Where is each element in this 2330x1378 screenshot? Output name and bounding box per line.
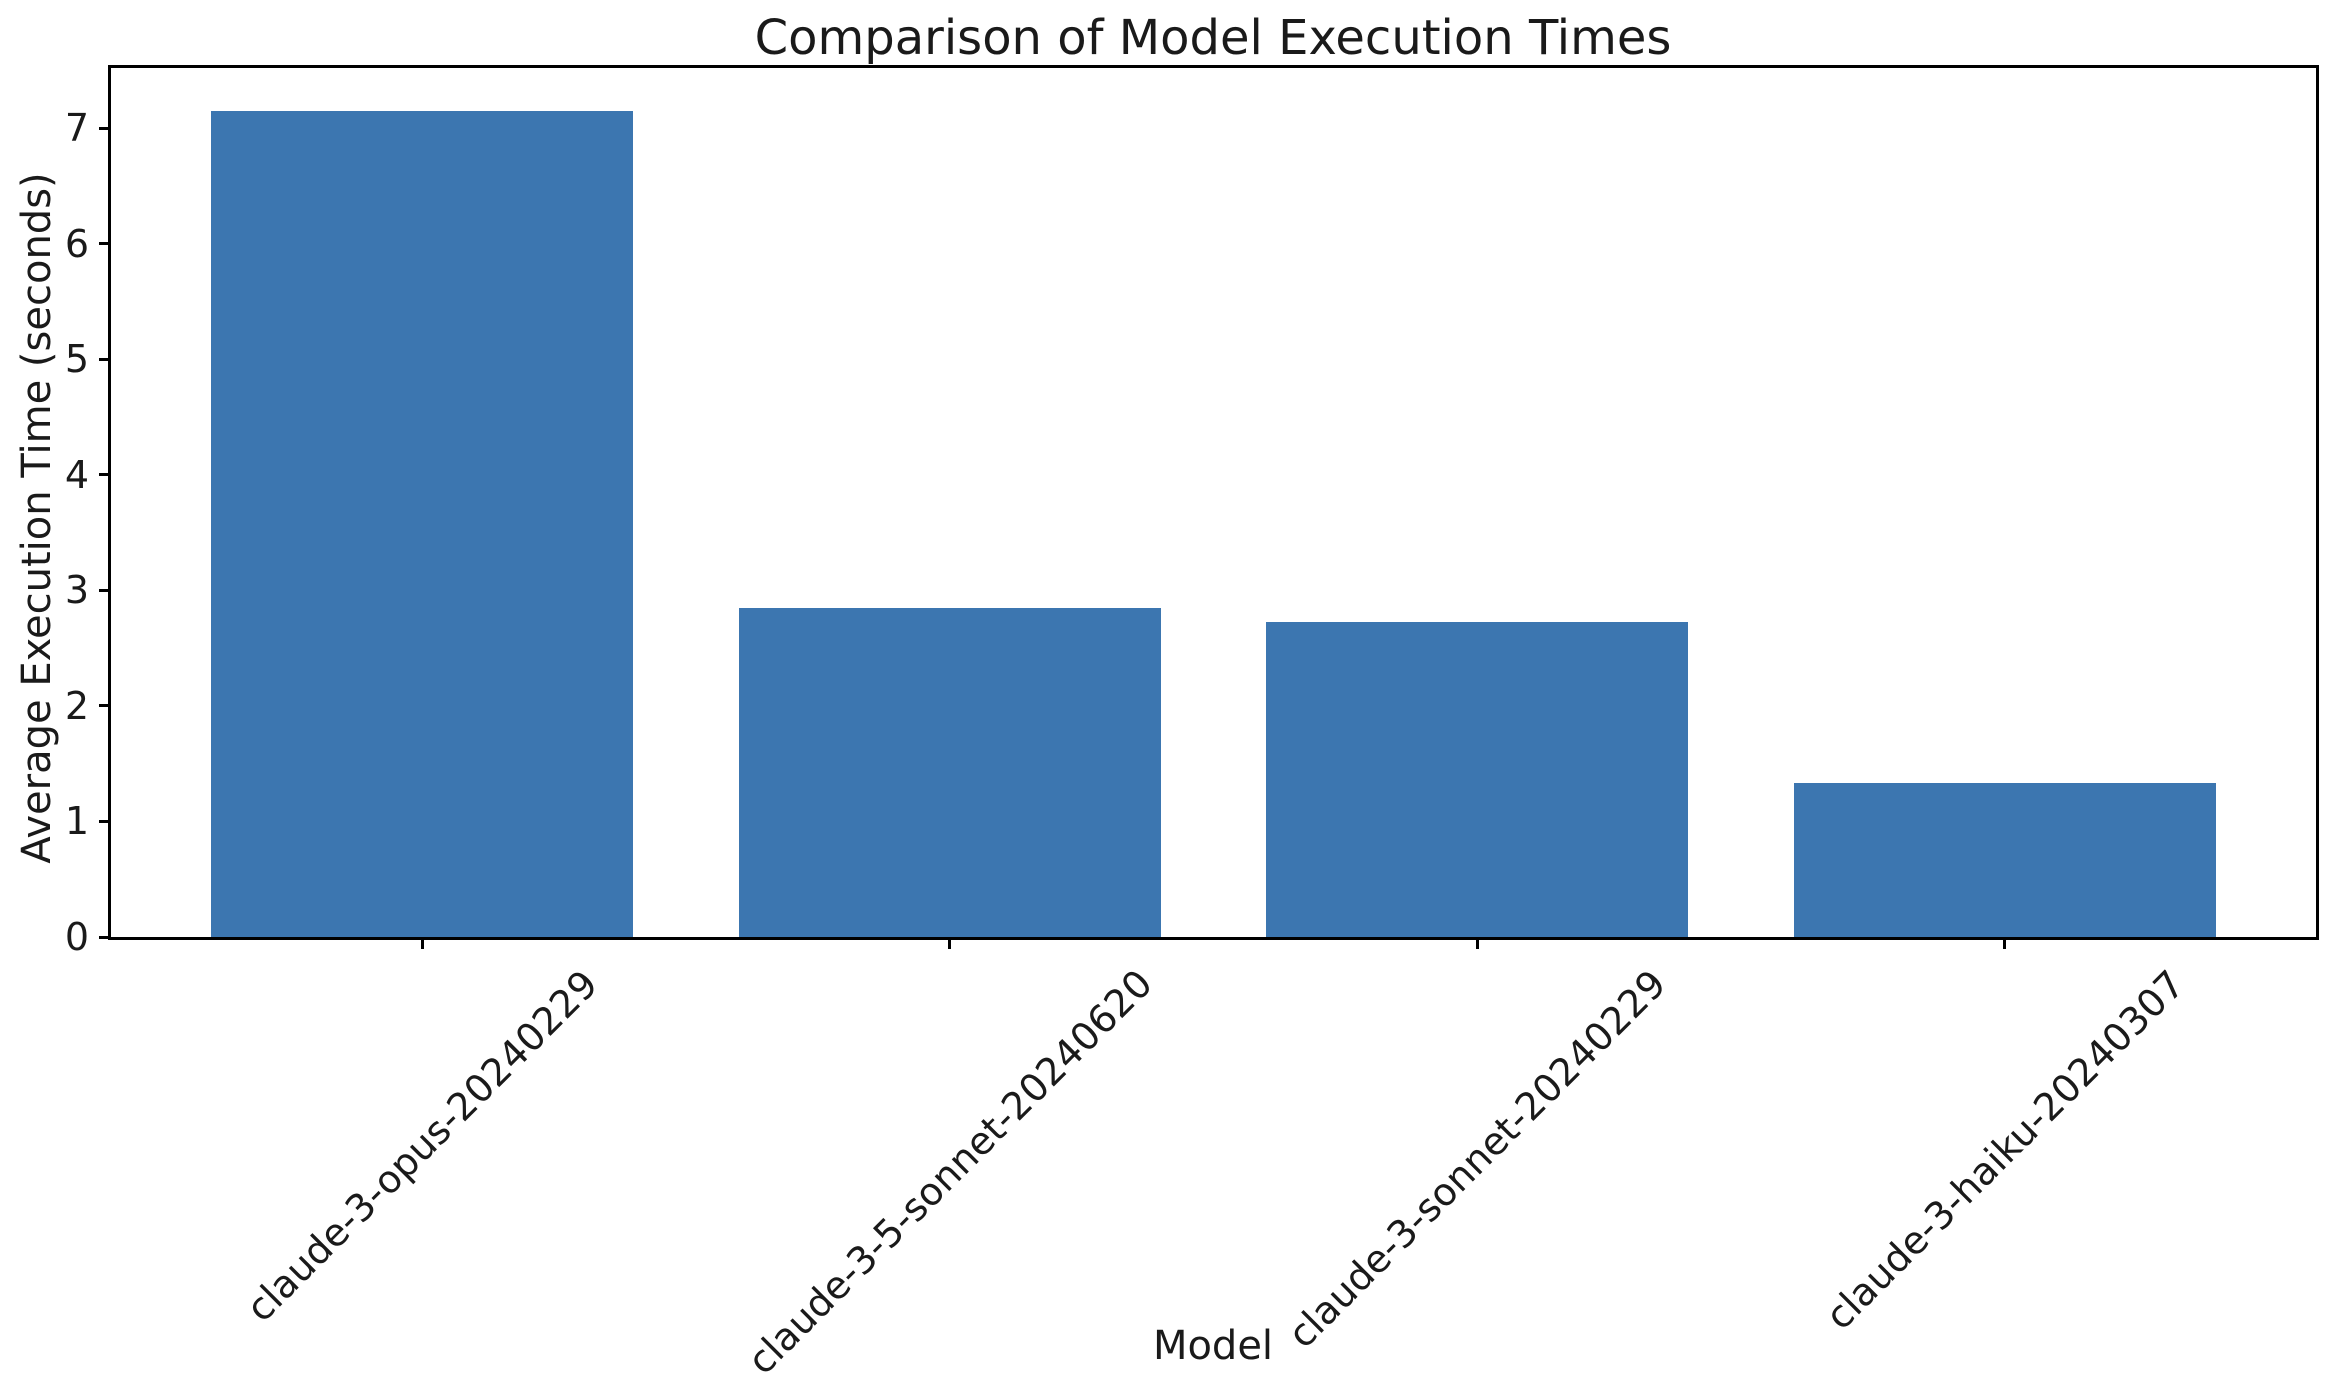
y-tick-mark: [99, 704, 111, 708]
bar: [1266, 621, 1689, 937]
y-tick-mark: [99, 242, 111, 246]
x-axis-label: Model: [1152, 1323, 1274, 1369]
x-tick-label: claude-3-haiku-20240307: [1816, 961, 2193, 1338]
y-axis-label: Average Execution Time (seconds): [14, 172, 60, 864]
x-tick-mark: [948, 937, 952, 949]
y-tick-label: 4: [64, 452, 89, 497]
y-tick-mark: [99, 126, 111, 130]
x-tick-mark: [2003, 937, 2007, 949]
y-tick-label: 3: [64, 568, 89, 613]
y-tick-mark: [99, 473, 111, 477]
bar: [211, 110, 634, 937]
x-tick-label: claude-3-sonnet-20240229: [1279, 961, 1675, 1357]
x-tick-label: claude-3-opus-20240229: [238, 961, 607, 1330]
y-tick-label: 1: [64, 799, 89, 844]
bar: [738, 607, 1161, 937]
y-tick-label: 7: [64, 106, 89, 151]
y-tick-mark: [99, 935, 111, 939]
y-tick-mark: [99, 588, 111, 592]
chart-title: Comparison of Model Execution Times: [754, 10, 1672, 66]
y-tick-label: 5: [64, 337, 89, 382]
x-tick-mark: [420, 937, 424, 949]
bar: [1793, 783, 2216, 937]
y-tick-mark: [99, 357, 111, 361]
x-tick-label: claude-3-5-sonnet-20240620: [738, 961, 1161, 1378]
y-tick-label: 0: [64, 915, 89, 959]
x-tick-mark: [1475, 937, 1479, 949]
y-tick-label: 2: [64, 683, 89, 728]
y-tick-label: 6: [64, 221, 89, 266]
plot-area: [108, 65, 2319, 940]
y-tick-mark: [99, 819, 111, 823]
